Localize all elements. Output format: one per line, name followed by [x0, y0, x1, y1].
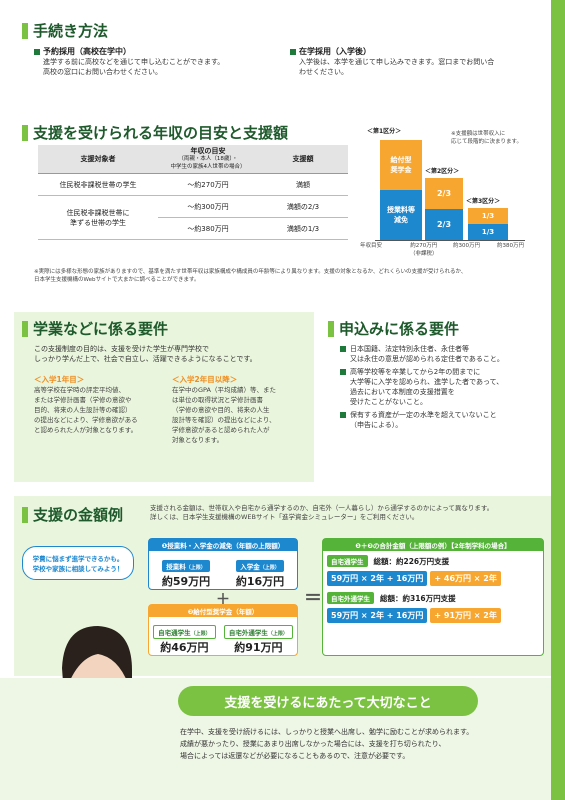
tier2-tuition: 2/3 [425, 209, 463, 240]
enrolled-text: 入学後は、本学を通じて申し込みできます。窓口までお問い合 わせください。 [299, 58, 495, 76]
second-year-block: ＜入学2年目以降＞ 在学中のGPA（平均成績）等、また は単位の取得状況と学修計… [172, 374, 312, 445]
tier-chart: ＜第1区分＞ ※支援額は世帯収入に 応じて段階的に決まります。 給付型 奨学金 … [360, 128, 545, 268]
income-heading: 支援を受けられる年収の目安と支援額 [22, 122, 288, 143]
tier3-tuition: 1/3 [468, 224, 508, 240]
total-away: 自宅外通学生 総額：約316万円支援 59万円 × 2年 + 16万円 + 91… [323, 586, 543, 623]
box-tuition-title: ❶授業料・入学金の減免（年額の上限額） [149, 539, 297, 551]
bullet-square [290, 48, 296, 55]
first-year-label: ＜入学1年目＞ [34, 375, 85, 384]
amounts-desc: 支援される金額は、世帯収入や自宅から通学するのか、自宅外（一人暮らし）から通学す… [150, 504, 494, 521]
application-title: 申込みに係る要件 [339, 320, 460, 338]
away-item: 自宅外通学生（上限） 約91万円 [223, 620, 293, 655]
heading-bar [328, 320, 334, 337]
second-year-text: 在学中のGPA（平均成績）等、また は単位の取得状況と学修計画書 （学修の意欲や… [172, 386, 276, 444]
procedure-title: 手続き方法 [33, 22, 109, 40]
amounts-title: 支援の金額例 [33, 506, 124, 524]
list-item: 日本国籍、法定特別永住者、永住者等 又は永住の意思が認められる定住者であること。 [340, 344, 545, 364]
away-amount: 約91万円 [234, 641, 283, 654]
application-list: 日本国籍、法定特別永住者、永住者等 又は永住の意思が認められる定住者であること。… [340, 344, 545, 433]
axis-300: 約300万円 [453, 243, 480, 249]
table-header-row: 支援対象者 年収の目安 （両親・本人（18歳）・ 中学生の家族4人世帯の場合） … [38, 145, 348, 174]
home-formula: 59万円 × 2年 + 16万円 [327, 571, 428, 586]
bullet-square [34, 48, 40, 55]
entry-item: 入学金（上限） 約16万円 [236, 554, 284, 589]
reservation-text: 進学する前に高校などを通じて申し込むことができます。 高校の窓口にお問い合わせく… [43, 58, 225, 76]
second-year-label: ＜入学2年目以降＞ [172, 375, 238, 384]
heading-bar [22, 22, 28, 39]
procedure-heading: 手続き方法 [22, 20, 108, 41]
chart-note: ※支援額は世帯収入に 応じて段階的に決まります。 [451, 131, 522, 145]
total-box: ❶＋❷の合計金額（上限額の例）【2年制学科の場合】 自宅通学生 総額：約226万… [322, 538, 544, 656]
tier2-scholarship: 2/3 [425, 178, 463, 209]
table-row: 住民税非課税世帯の学生 ～約270万円 満額 [38, 173, 348, 196]
table-row: 住民税非課税世帯に 準ずる世帯の学生 ～約300万円 満額の2/3 [38, 195, 348, 240]
enrolled-block: 在学採用（入学後） 入学後は、本学を通じて申し込みできます。窓口までお問い合 わ… [290, 46, 540, 77]
home-formula2: + 46万円 × 2年 [430, 571, 501, 586]
footer-title: 支援を受けるにあたって大切なこと [178, 686, 478, 716]
table-cell-target: 住民税非課税世帯に 準ずる世帯の学生 [38, 195, 158, 240]
chart-axis [375, 240, 525, 241]
tier3-label: ＜第3区分＞ [466, 198, 501, 205]
table-row: ～約380万円 満額の1/3 [38, 217, 348, 240]
income-footnote: ※実際には多様な形態の家族がありますので、基準を満たす世帯年収は家族構成や構成員… [34, 269, 467, 283]
home-amount: 約46万円 [160, 641, 209, 654]
heading-bar [22, 124, 28, 141]
box-tuition: ❶授業料・入学金の減免（年額の上限額） 授業料（上限） 約59万円 入学金（上限… [148, 538, 298, 590]
academic-panel [14, 312, 314, 482]
equals-sign: ＝ [304, 588, 322, 609]
enrolled-label: 在学採用（入学後） [299, 47, 371, 56]
header-income: 年収の目安 （両親・本人（18歳）・ 中学生の家族4人世帯の場合） [158, 145, 258, 174]
axis-label: 年収目安 [360, 243, 383, 249]
application-heading: 申込みに係る要件 [328, 318, 459, 339]
box-scholarship: ❷給付型奨学金（年額） 自宅通学生（上限） 約46万円 自宅外通学生（上限） 約… [148, 604, 298, 656]
entry-amount: 約16万円 [235, 575, 285, 588]
tier1-label: ＜第1区分＞ [367, 128, 402, 135]
away-formula2: + 91万円 × 2年 [430, 608, 501, 623]
speech-bubble: 学費に悩まず進学できるかも。 学校や家族に相談してみよう！ [22, 546, 134, 580]
tier1-tuition: 授業料等 減免 [380, 190, 422, 240]
header-amount: 支援額 [258, 145, 348, 174]
heading-bar [22, 320, 28, 337]
tier3-scholarship: 1/3 [468, 208, 508, 224]
academic-title: 学業などに係る要件 [33, 320, 169, 338]
header-target: 支援対象者 [38, 145, 158, 174]
home-item: 自宅通学生（上限） 約46万円 [153, 620, 216, 655]
axis-380: 約380万円 [497, 243, 524, 249]
income-table: 支援対象者 年収の目安 （両親・本人（18歳）・ 中学生の家族4人世帯の場合） … [38, 145, 348, 240]
income-title: 支援を受けられる年収の目安と支援額 [33, 124, 289, 142]
tier1-scholarship: 給付型 奨学金 [380, 140, 422, 190]
box-scholarship-title: ❷給付型奨学金（年額） [149, 605, 297, 617]
home-total: 総額：約226万円支援 [373, 556, 450, 566]
total-home: 自宅通学生 総額：約226万円支援 59万円 × 2年 + 16万円 + 46万… [323, 551, 543, 586]
tier2-label: ＜第2区分＞ [425, 168, 460, 175]
first-year-text: 高等学校在学時の評定平均値、 または学修計画書（学修の意欲や 目的、将来の人生設… [34, 386, 138, 434]
tuition-amount: 約59万円 [161, 575, 211, 588]
away-total: 総額：約316万円支援 [380, 593, 456, 603]
list-item: 保有する資産が一定の水準を超えていないこと （申告による）。 [340, 410, 545, 430]
academic-heading: 学業などに係る要件 [22, 318, 168, 339]
away-formula: 59万円 × 2年 + 16万円 [327, 608, 428, 623]
reservation-block: 予約採用（高校在学中） 進学する前に高校などを通じて申し込むことができます。 高… [34, 46, 284, 77]
reservation-label: 予約採用（高校在学中） [43, 47, 131, 56]
amounts-heading: 支援の金額例 [22, 504, 123, 525]
academic-intro: この支援制度の目的は、支援を受けた学生が専門学校で しっかり学んだ上で、社会で自… [34, 345, 257, 363]
axis-270: 約270万円 （非課税） [410, 243, 438, 257]
footer-text: 在学中、支援を受け続けるには、しっかりと授業へ出席し、勉学に励むことが求められま… [180, 728, 474, 760]
list-item: 高等学校等を卒業してから2年の間までに 大学等に入学を認められ、進学した者であっ… [340, 367, 545, 407]
first-year-block: ＜入学1年目＞ 高等学校在学時の評定平均値、 または学修計画書（学修の意欲や 目… [34, 374, 164, 435]
total-title: ❶＋❷の合計金額（上限額の例）【2年制学科の場合】 [323, 539, 543, 551]
tuition-item: 授業料（上限） 約59万円 [162, 554, 210, 589]
heading-bar [22, 506, 28, 523]
